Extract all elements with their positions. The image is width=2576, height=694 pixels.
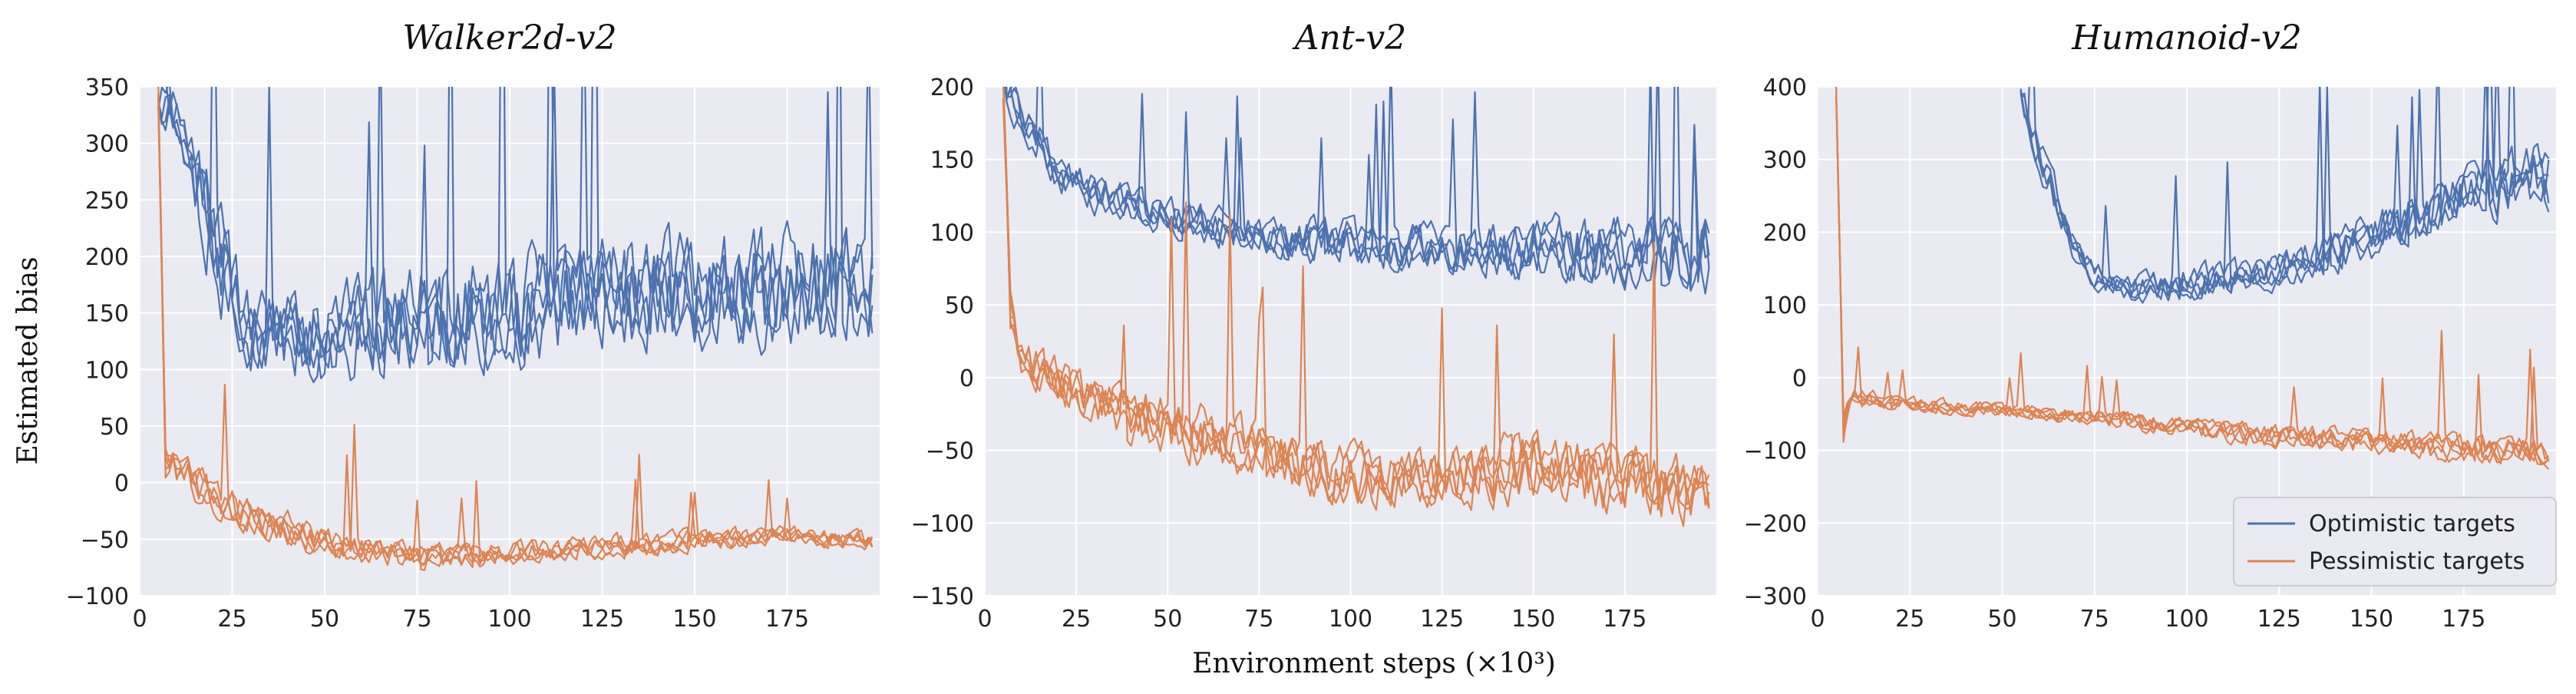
optimistic-run-1: [1009, 87, 1710, 292]
y-tick-label: 50: [945, 292, 974, 319]
x-tick-label: 150: [672, 606, 716, 633]
y-tick-label: −100: [911, 511, 974, 537]
panel-2: 0 25 50 75 100 125 150 175 −150 −100 −50 0 50 100 150 2…: [911, 18, 1716, 633]
y-tick-label: 150: [85, 301, 129, 328]
x-tick-label: 175: [1603, 606, 1646, 633]
panels: 0 25 50 75 100 125 150 175 −100 −50 0 50 100 150 200 25…: [66, 18, 2556, 633]
y-tick-label: −300: [1744, 583, 1807, 610]
y-tick-label: 400: [1763, 74, 1807, 101]
x-tick-label: 125: [2257, 606, 2301, 633]
y-tick-label: 200: [930, 74, 974, 101]
series-lines: [1002, 87, 1710, 527]
legend-label-optimistic: Optimistic targets: [2309, 511, 2515, 537]
x-tick-label: 100: [2165, 606, 2208, 633]
panel-title: Walker2d-v2: [402, 18, 616, 58]
y-tick-label: 350: [85, 74, 129, 101]
y-tick-label: 100: [930, 220, 974, 246]
y-tick-label: 300: [1763, 147, 1807, 174]
panel-3: 0 25 50 75 100 125 150 175 −300 −200 −100 0 100 200 30…: [1744, 18, 2556, 633]
pessimistic-run-4: [1835, 88, 2550, 471]
ylabel: Estimated bias: [12, 256, 44, 464]
y-tick-label: −50: [81, 527, 129, 554]
pessimistic-run-5: [1835, 87, 2549, 466]
optimistic-run-4: [157, 87, 874, 377]
y-tick-label: 300: [85, 131, 129, 158]
y-tick-label: 0: [1792, 365, 1807, 392]
x-tick-label: 125: [580, 606, 624, 633]
panel-title: Humanoid-v2: [2071, 18, 2301, 58]
x-tick-label: 0: [1810, 606, 1825, 633]
y-tick-label: 100: [85, 357, 129, 384]
x-tick-label: 150: [2350, 606, 2393, 633]
y-tick-label: −200: [1744, 511, 1807, 537]
optimistic-run-5: [2020, 88, 2550, 300]
optimistic-run-3: [157, 87, 874, 384]
y-tick-label: 50: [100, 414, 129, 441]
y-tick-label: 150: [930, 147, 974, 174]
panel-title: Ant-v2: [1292, 18, 1407, 58]
x-tick-label: 0: [977, 606, 992, 633]
y-tick-label: 0: [959, 365, 974, 392]
x-tick-label: 125: [1420, 606, 1464, 633]
xlabel: Environment steps (×10³): [1192, 648, 1556, 679]
legend: Optimistic targets Pessimistic targets: [2233, 497, 2557, 587]
y-tick-label: −150: [911, 583, 974, 610]
x-tick-label: 50: [1987, 606, 2016, 633]
optimistic-run-5: [157, 87, 874, 379]
x-tick-label: 75: [1244, 606, 1273, 633]
y-tick-label: 200: [1763, 220, 1807, 246]
y-tick-label: 100: [1763, 292, 1807, 319]
x-tick-label: 25: [217, 606, 246, 633]
legend-label-pessimistic: Pessimistic targets: [2309, 548, 2525, 575]
pessimistic-run-5: [1002, 97, 1710, 511]
x-tick-label: 0: [132, 606, 147, 633]
x-tick-label: 175: [2442, 606, 2485, 633]
x-tick-label: 50: [310, 606, 339, 633]
x-tick-label: 100: [487, 606, 531, 633]
series-lines: [1835, 87, 2550, 471]
y-tick-label: 200: [85, 244, 129, 271]
x-tick-label: 100: [1329, 606, 1372, 633]
x-tick-label: 75: [2080, 606, 2109, 633]
panel-1: 0 25 50 75 100 125 150 175 −100 −50 0 50 100 150 200 25…: [66, 18, 880, 633]
x-tick-label: 50: [1153, 606, 1182, 633]
x-tick-label: 150: [1511, 606, 1555, 633]
y-tick-label: −50: [926, 438, 974, 465]
x-tick-label: 175: [765, 606, 809, 633]
series-lines: [157, 87, 874, 571]
y-tick-label: 0: [114, 471, 129, 497]
x-tick-label: 75: [402, 606, 431, 633]
optimistic-run-4: [2020, 87, 2549, 299]
pessimistic-run-5: [157, 93, 874, 567]
y-tick-label: −100: [66, 583, 129, 610]
x-tick-label: 25: [1062, 606, 1091, 633]
y-tick-label: −100: [1744, 438, 1807, 465]
pessimistic-run-3: [157, 97, 873, 567]
optimistic-run-5: [1004, 87, 1710, 289]
legend-box: [2233, 497, 2557, 587]
optimistic-run-3: [2020, 87, 2550, 301]
pessimistic-run-4: [1002, 87, 1710, 511]
x-tick-label: 25: [1895, 606, 1924, 633]
y-tick-label: 250: [85, 187, 129, 214]
